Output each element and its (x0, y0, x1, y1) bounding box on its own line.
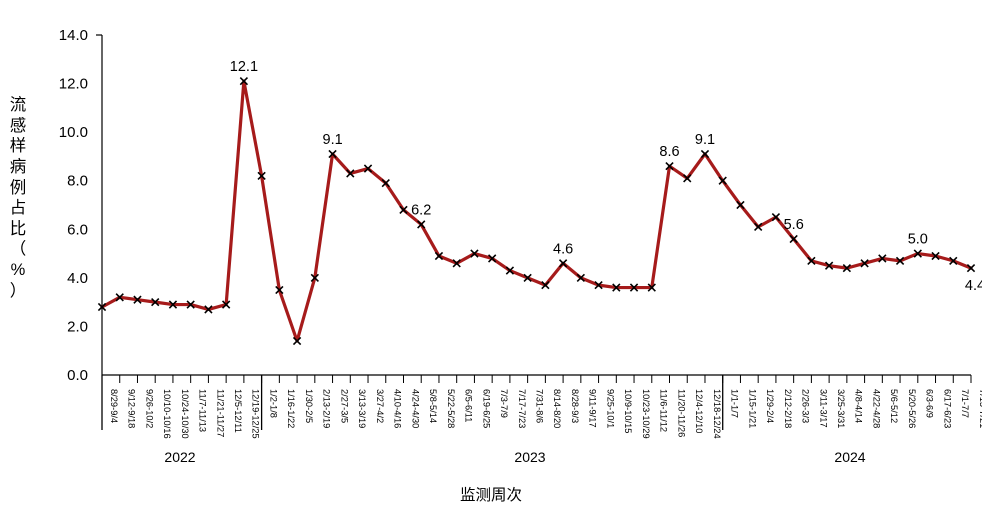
svg-text:9/25-10/1: 9/25-10/1 (605, 389, 615, 428)
svg-text:7/17-7/23: 7/17-7/23 (517, 389, 527, 428)
svg-text:8/28-9/3: 8/28-9/3 (570, 389, 580, 423)
svg-text:2/27-3/5: 2/27-3/5 (339, 389, 349, 423)
svg-text:11/20-11/26: 11/20-11/26 (676, 389, 686, 437)
svg-text:12/4-12/10: 12/4-12/10 (694, 389, 704, 433)
svg-text:3/11-3/17: 3/11-3/17 (818, 389, 828, 428)
svg-text:6/5-6/11: 6/5-6/11 (464, 389, 474, 422)
svg-text:8.6: 8.6 (659, 144, 679, 160)
svg-text:7/31-8/6: 7/31-8/6 (535, 389, 545, 423)
svg-text:4.6: 4.6 (553, 241, 573, 257)
svg-text:1/2-1/8: 1/2-1/8 (269, 389, 279, 418)
svg-text:3/13-3/19: 3/13-3/19 (357, 389, 367, 428)
svg-text:8/14-8/20: 8/14-8/20 (552, 389, 562, 428)
svg-text:7/3-7/9: 7/3-7/9 (499, 389, 509, 418)
svg-text:5/8-5/14: 5/8-5/14 (428, 389, 438, 423)
svg-text:2/13-2/19: 2/13-2/19 (322, 389, 332, 428)
svg-text:1/16-1/22: 1/16-1/22 (286, 389, 296, 428)
svg-text:7/15-7/21: 7/15-7/21 (978, 389, 982, 428)
svg-text:2/12-2/18: 2/12-2/18 (783, 389, 793, 428)
svg-text:12.0: 12.0 (59, 76, 88, 93)
svg-text:10/10-10/16: 10/10-10/16 (162, 389, 172, 439)
svg-text:11/7-11/13: 11/7-11/13 (198, 389, 208, 432)
svg-text:3/27-4/2: 3/27-4/2 (375, 389, 385, 423)
svg-text:9/11-9/17: 9/11-9/17 (588, 389, 598, 428)
svg-text:9/26-10/2: 9/26-10/2 (144, 389, 154, 428)
svg-text:4/24-4/30: 4/24-4/30 (410, 389, 420, 428)
svg-text:3/25-3/31: 3/25-3/31 (836, 389, 846, 428)
svg-text:4/10-4/16: 4/10-4/16 (393, 389, 403, 428)
svg-text:2/26-3/3: 2/26-3/3 (801, 389, 811, 423)
svg-text:12/19-12/25: 12/19-12/25 (251, 389, 261, 439)
svg-text:6/3-6/9: 6/3-6/9 (925, 389, 935, 418)
svg-text:11/21-11/27: 11/21-11/27 (215, 389, 225, 437)
svg-text:9.1: 9.1 (695, 132, 715, 148)
svg-text:9.1: 9.1 (323, 132, 343, 148)
svg-text:2022: 2022 (164, 449, 195, 465)
svg-text:2023: 2023 (514, 449, 545, 465)
svg-text:5/22-5/28: 5/22-5/28 (446, 389, 456, 428)
svg-text:10/24-10/30: 10/24-10/30 (180, 389, 190, 439)
svg-text:10/23-10/29: 10/23-10/29 (641, 389, 651, 439)
svg-text:12.1: 12.1 (230, 59, 258, 75)
svg-text:6.0: 6.0 (67, 221, 88, 238)
svg-text:5/20-5/26: 5/20-5/26 (907, 389, 917, 428)
svg-text:12/5-12/11: 12/5-12/11 (233, 389, 243, 433)
svg-text:12/18-12/24: 12/18-12/24 (712, 389, 722, 439)
svg-text:4.4: 4.4 (965, 278, 982, 294)
svg-text:2024: 2024 (834, 449, 865, 465)
svg-text:10.0: 10.0 (59, 124, 88, 141)
svg-text:10/9-10/15: 10/9-10/15 (623, 389, 633, 433)
svg-text:5.0: 5.0 (908, 232, 928, 248)
svg-text:监测周次: 监测周次 (460, 486, 522, 504)
svg-text:5/6-5/12: 5/6-5/12 (889, 389, 899, 423)
svg-text:0.0: 0.0 (67, 367, 88, 384)
svg-text:6.2: 6.2 (411, 202, 431, 218)
svg-text:6/19-6/25: 6/19-6/25 (481, 389, 491, 428)
svg-text:1/30-2/5: 1/30-2/5 (304, 389, 314, 423)
svg-text:14.0: 14.0 (59, 27, 88, 44)
svg-text:1/29-2/4: 1/29-2/4 (765, 389, 775, 423)
svg-text:7/1-7/7: 7/1-7/7 (960, 389, 970, 418)
svg-text:1/15-1/21: 1/15-1/21 (747, 389, 757, 428)
svg-text:1/1-1/7: 1/1-1/7 (730, 389, 740, 418)
svg-text:8/29-9/4: 8/29-9/4 (109, 389, 119, 423)
svg-text:5.6: 5.6 (784, 217, 804, 233)
svg-text:8.0: 8.0 (67, 173, 88, 190)
svg-text:6/17-6/23: 6/17-6/23 (942, 389, 952, 428)
svg-text:4/22-4/28: 4/22-4/28 (872, 389, 882, 428)
svg-text:9/12-9/18: 9/12-9/18 (127, 389, 137, 428)
svg-text:11/6-11/12: 11/6-11/12 (659, 389, 669, 432)
svg-text:4/8-4/14: 4/8-4/14 (854, 389, 864, 423)
svg-text:4.0: 4.0 (67, 270, 88, 287)
svg-text:2.0: 2.0 (67, 318, 88, 335)
